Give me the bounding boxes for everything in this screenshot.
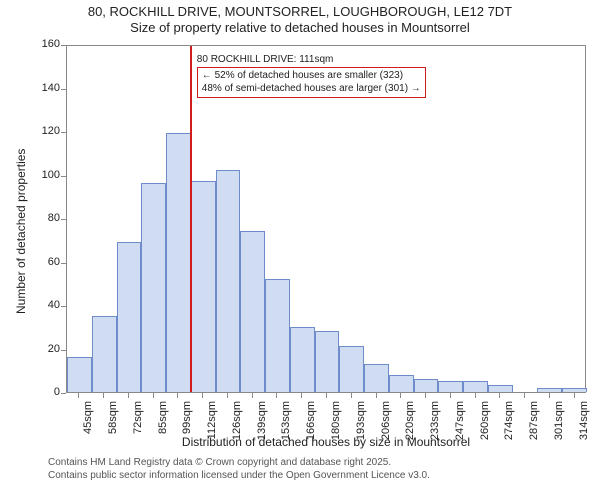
x-tick-label: 301sqm: [553, 401, 565, 445]
attribution-line-2: Contains public sector information licen…: [48, 470, 430, 483]
x-tick-label: 126sqm: [231, 401, 243, 445]
y-tick-label: 100: [30, 169, 60, 181]
x-tick-mark: [326, 393, 327, 398]
x-tick-label: 45sqm: [82, 401, 94, 445]
y-tick-mark: [61, 132, 66, 133]
x-tick-label: 153sqm: [280, 401, 292, 445]
x-tick-mark: [78, 393, 79, 398]
y-tick-mark: [61, 306, 66, 307]
histogram-bar: [117, 242, 142, 392]
x-tick-mark: [549, 393, 550, 398]
histogram-bar: [92, 316, 117, 392]
y-tick-mark: [61, 176, 66, 177]
x-tick-label: 193sqm: [355, 401, 367, 445]
x-tick-mark: [202, 393, 203, 398]
histogram-bar: [290, 327, 315, 392]
y-tick-label: 120: [30, 125, 60, 137]
x-tick-label: 206sqm: [380, 401, 392, 445]
histogram-bar: [463, 381, 488, 392]
plot-area: 80 ROCKHILL DRIVE: 111sqm ← 52% of detach…: [66, 45, 586, 393]
y-tick-label: 60: [30, 256, 60, 268]
histogram-bar: [438, 381, 463, 392]
x-tick-label: 233sqm: [429, 401, 441, 445]
y-tick-mark: [61, 350, 66, 351]
y-tick-mark: [61, 219, 66, 220]
y-tick-label: 140: [30, 82, 60, 94]
annotation-line: ← 52% of detached houses are smaller (32…: [202, 70, 421, 83]
x-tick-label: 139sqm: [256, 401, 268, 445]
histogram-bar: [216, 170, 241, 392]
annotation-box: ← 52% of detached houses are smaller (32…: [197, 67, 426, 98]
x-tick-label: 287sqm: [528, 401, 540, 445]
histogram-bar: [389, 375, 414, 392]
x-tick-mark: [499, 393, 500, 398]
x-tick-mark: [153, 393, 154, 398]
histogram-bar: [67, 357, 92, 392]
x-tick-mark: [252, 393, 253, 398]
x-tick-mark: [276, 393, 277, 398]
y-tick-label: 0: [30, 386, 60, 398]
histogram-bar: [191, 181, 216, 392]
reference-top-label: 80 ROCKHILL DRIVE: 111sqm: [197, 54, 334, 65]
x-tick-mark: [450, 393, 451, 398]
y-tick-label: 80: [30, 212, 60, 224]
chart-title-line-2: Size of property relative to detached ho…: [0, 20, 600, 35]
histogram-bar: [339, 346, 364, 392]
x-tick-label: 274sqm: [503, 401, 515, 445]
x-tick-label: 85sqm: [157, 401, 169, 445]
x-tick-label: 99sqm: [181, 401, 193, 445]
x-tick-label: 72sqm: [132, 401, 144, 445]
histogram-bar: [414, 379, 439, 392]
histogram-bar: [537, 388, 562, 392]
histogram-bar: [364, 364, 389, 392]
y-tick-label: 40: [30, 299, 60, 311]
x-tick-label: 220sqm: [404, 401, 416, 445]
histogram-bar: [315, 331, 340, 392]
x-tick-mark: [227, 393, 228, 398]
histogram-bar: [562, 388, 587, 392]
chart-title-line-1: 80, ROCKHILL DRIVE, MOUNTSORREL, LOUGHBO…: [0, 4, 600, 19]
property-size-histogram: 80, ROCKHILL DRIVE, MOUNTSORREL, LOUGHBO…: [0, 0, 600, 500]
annotation-line: 48% of semi-detached houses are larger (…: [202, 83, 421, 96]
attribution-line-1: Contains HM Land Registry data © Crown c…: [48, 457, 391, 470]
x-tick-label: 314sqm: [578, 401, 590, 445]
y-tick-label: 20: [30, 343, 60, 355]
y-tick-mark: [61, 45, 66, 46]
y-axis-label: Number of detached properties: [14, 149, 28, 314]
x-tick-mark: [301, 393, 302, 398]
x-tick-mark: [475, 393, 476, 398]
x-tick-label: 247sqm: [454, 401, 466, 445]
x-tick-mark: [177, 393, 178, 398]
x-tick-mark: [524, 393, 525, 398]
x-tick-mark: [128, 393, 129, 398]
x-tick-label: 260sqm: [479, 401, 491, 445]
y-tick-mark: [61, 393, 66, 394]
x-tick-label: 112sqm: [206, 401, 218, 445]
histogram-bar: [265, 279, 290, 392]
y-tick-mark: [61, 263, 66, 264]
x-tick-mark: [376, 393, 377, 398]
x-tick-label: 58sqm: [107, 401, 119, 445]
y-tick-mark: [61, 89, 66, 90]
histogram-bar: [240, 231, 265, 392]
x-tick-mark: [400, 393, 401, 398]
x-tick-mark: [574, 393, 575, 398]
x-tick-mark: [351, 393, 352, 398]
x-tick-label: 180sqm: [330, 401, 342, 445]
histogram-bar: [141, 183, 166, 392]
x-tick-mark: [103, 393, 104, 398]
reference-line: [190, 46, 192, 392]
x-tick-label: 166sqm: [305, 401, 317, 445]
histogram-bar: [166, 133, 191, 392]
histogram-bar: [488, 385, 513, 392]
x-tick-mark: [425, 393, 426, 398]
y-tick-label: 160: [30, 38, 60, 50]
